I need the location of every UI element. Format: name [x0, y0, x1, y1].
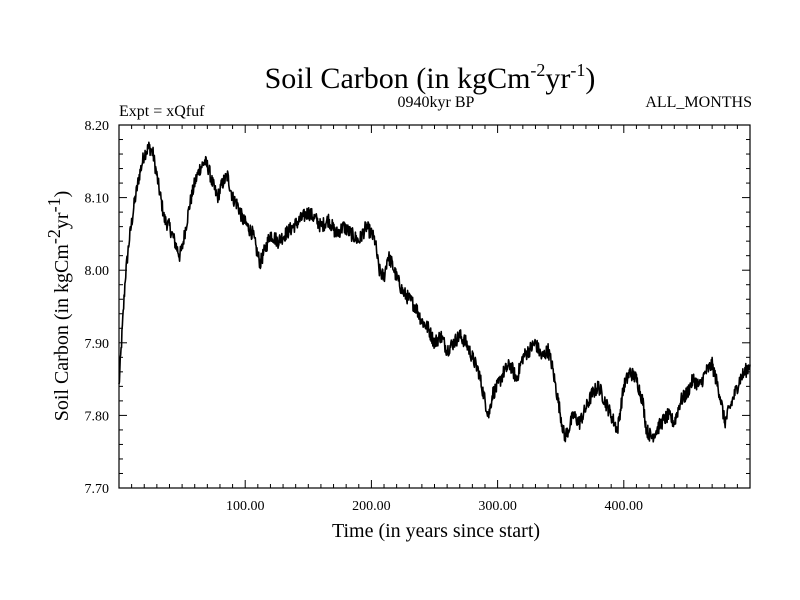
- y-tick-label: 8.20: [85, 119, 110, 134]
- period-label: 0940kyr BP: [398, 94, 475, 111]
- y-tick-label: 7.70: [85, 482, 110, 497]
- y-tick-label: 8.00: [85, 264, 110, 279]
- x-tick-label: 300.00: [478, 499, 517, 514]
- y-tick-label: 7.90: [85, 337, 110, 352]
- y-axis-label: Soil Carbon (in kgCm-2yr-1): [44, 191, 73, 422]
- x-tick-label: 400.00: [605, 499, 644, 514]
- x-axis-label: Time (in years since start): [332, 520, 540, 542]
- x-tick-label: 200.00: [352, 499, 391, 514]
- months-label: ALL_MONTHS: [645, 94, 752, 111]
- axis-ticks: [119, 125, 750, 488]
- y-tick-label: 8.10: [85, 192, 110, 207]
- chart-title: Soil Carbon (in kgCm-2yr-1): [265, 60, 596, 95]
- series-layer: [118, 141, 751, 443]
- experiment-label: Expt = xQfuf: [119, 103, 205, 120]
- tick-labels: 100.00 200.00 300.00 400.00 7.70 7.80 7.90 8.00…: [85, 119, 644, 514]
- series-line-soil-carbon: [118, 141, 751, 443]
- x-tick-label: 100.00: [226, 499, 265, 514]
- y-tick-label: 7.80: [85, 409, 110, 424]
